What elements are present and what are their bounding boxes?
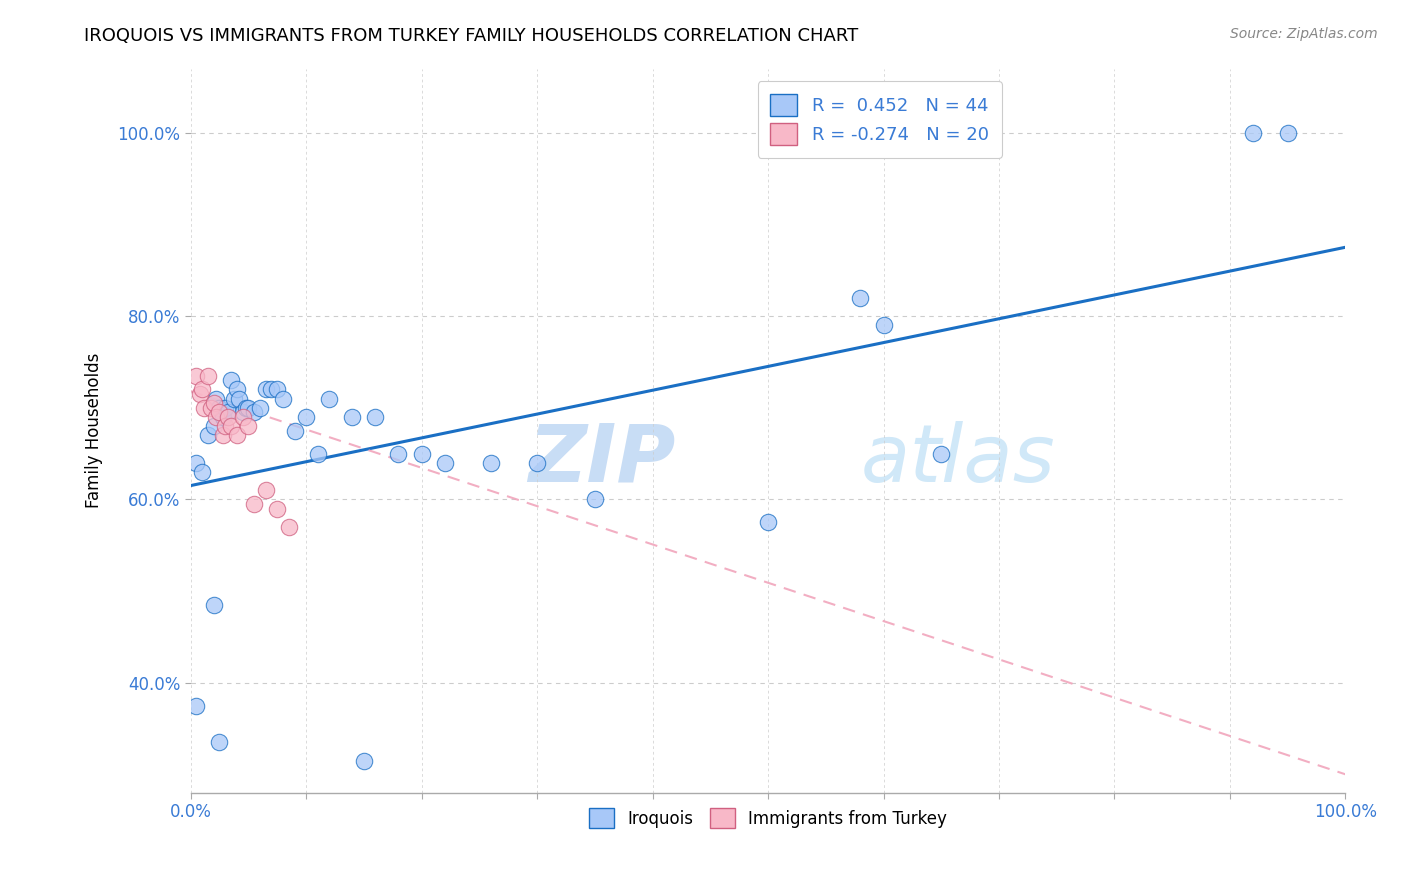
Point bbox=[526, 456, 548, 470]
Point bbox=[212, 428, 235, 442]
Point bbox=[433, 456, 456, 470]
Point bbox=[191, 465, 214, 479]
Point bbox=[217, 405, 239, 419]
Point bbox=[266, 501, 288, 516]
Point bbox=[186, 368, 208, 383]
Point bbox=[254, 483, 277, 498]
Point bbox=[202, 419, 225, 434]
Point bbox=[232, 405, 254, 419]
Point bbox=[219, 419, 242, 434]
Point bbox=[228, 392, 250, 406]
Point bbox=[929, 446, 952, 460]
Point bbox=[411, 446, 433, 460]
Point bbox=[266, 382, 288, 396]
Point bbox=[387, 446, 409, 460]
Point bbox=[205, 392, 228, 406]
Point bbox=[205, 409, 228, 424]
Point bbox=[479, 456, 502, 470]
Point bbox=[249, 401, 271, 415]
Point bbox=[260, 382, 283, 396]
Point bbox=[353, 754, 375, 768]
Point bbox=[243, 405, 266, 419]
Point bbox=[872, 318, 894, 333]
Point bbox=[197, 368, 219, 383]
Legend: Iroquois, Immigrants from Turkey: Iroquois, Immigrants from Turkey bbox=[582, 801, 953, 835]
Point bbox=[307, 446, 329, 460]
Point bbox=[202, 598, 225, 612]
Point bbox=[342, 409, 364, 424]
Point bbox=[283, 424, 305, 438]
Point bbox=[271, 392, 294, 406]
Text: ZIP: ZIP bbox=[529, 420, 676, 499]
Point bbox=[583, 492, 606, 507]
Text: Source: ZipAtlas.com: Source: ZipAtlas.com bbox=[1230, 27, 1378, 41]
Point bbox=[318, 392, 340, 406]
Point bbox=[186, 698, 208, 713]
Point bbox=[277, 520, 299, 534]
Point bbox=[235, 401, 257, 415]
Point bbox=[202, 396, 225, 410]
Point bbox=[186, 456, 208, 470]
Point bbox=[208, 405, 231, 419]
Point bbox=[1277, 126, 1299, 140]
Y-axis label: Family Households: Family Households bbox=[86, 353, 103, 508]
Point bbox=[197, 428, 219, 442]
Point bbox=[756, 515, 779, 529]
Point bbox=[214, 401, 236, 415]
Point bbox=[217, 409, 239, 424]
Point bbox=[208, 401, 231, 415]
Point bbox=[225, 382, 247, 396]
Point bbox=[849, 291, 872, 305]
Point bbox=[238, 419, 260, 434]
Text: IROQUOIS VS IMMIGRANTS FROM TURKEY FAMILY HOUSEHOLDS CORRELATION CHART: IROQUOIS VS IMMIGRANTS FROM TURKEY FAMIL… bbox=[84, 27, 859, 45]
Point bbox=[295, 409, 318, 424]
Point bbox=[212, 409, 235, 424]
Point bbox=[364, 409, 387, 424]
Point bbox=[214, 419, 236, 434]
Point bbox=[200, 401, 222, 415]
Point bbox=[1241, 126, 1264, 140]
Point bbox=[238, 401, 260, 415]
Point bbox=[243, 497, 266, 511]
Point bbox=[188, 387, 211, 401]
Point bbox=[224, 392, 246, 406]
Point bbox=[254, 382, 277, 396]
Text: atlas: atlas bbox=[860, 420, 1054, 499]
Point bbox=[208, 735, 231, 749]
Point bbox=[191, 382, 214, 396]
Point bbox=[193, 401, 215, 415]
Point bbox=[232, 409, 254, 424]
Point bbox=[219, 373, 242, 387]
Point bbox=[225, 428, 247, 442]
